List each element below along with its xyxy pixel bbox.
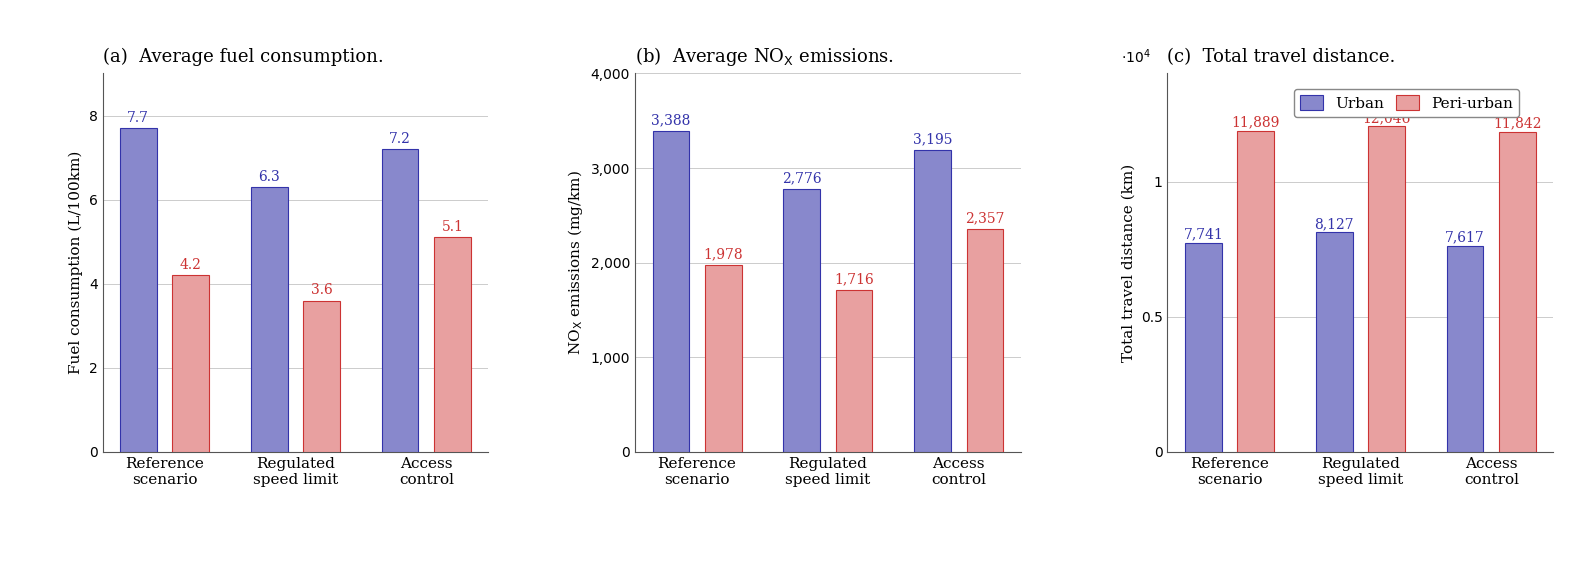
- Bar: [653, 132, 689, 452]
- Bar: [1446, 246, 1484, 452]
- Legend: Urban, Peri-urban: Urban, Peri-urban: [1295, 89, 1520, 117]
- Text: 7.2: 7.2: [390, 132, 412, 146]
- Bar: [251, 187, 287, 452]
- Text: 2,776: 2,776: [782, 172, 822, 185]
- Text: 3.6: 3.6: [311, 283, 333, 297]
- Bar: [172, 275, 210, 452]
- Bar: [967, 229, 1003, 452]
- Bar: [303, 301, 341, 452]
- Text: 1,716: 1,716: [834, 272, 874, 286]
- Text: 11,842: 11,842: [1493, 116, 1542, 131]
- Text: 11,889: 11,889: [1232, 115, 1281, 129]
- Text: 7.7: 7.7: [128, 111, 150, 125]
- Bar: [434, 237, 472, 452]
- Text: 5.1: 5.1: [442, 220, 464, 234]
- Text: 1,978: 1,978: [703, 247, 743, 261]
- Text: 7,617: 7,617: [1445, 231, 1486, 245]
- Text: 3,388: 3,388: [651, 114, 691, 128]
- Text: 4.2: 4.2: [180, 258, 202, 272]
- Bar: [1238, 131, 1274, 452]
- Bar: [1315, 232, 1353, 452]
- Text: 7,741: 7,741: [1183, 227, 1224, 241]
- Bar: [784, 189, 820, 452]
- Bar: [915, 150, 951, 452]
- Bar: [836, 290, 872, 452]
- Y-axis label: Fuel consumption (L/100km): Fuel consumption (L/100km): [69, 151, 84, 375]
- Bar: [1369, 127, 1405, 452]
- Bar: [120, 128, 156, 452]
- Bar: [1184, 243, 1222, 452]
- Text: 2,357: 2,357: [965, 211, 1005, 225]
- Y-axis label: Total travel distance (km): Total travel distance (km): [1121, 164, 1135, 362]
- Text: (c)  Total travel distance.: (c) Total travel distance.: [1167, 49, 1396, 66]
- Text: $\cdot 10^4$: $\cdot 10^4$: [1121, 47, 1151, 66]
- Text: 6.3: 6.3: [259, 170, 281, 184]
- Bar: [1500, 132, 1536, 452]
- Text: (a)  Average fuel consumption.: (a) Average fuel consumption.: [103, 48, 383, 66]
- Text: 3,195: 3,195: [913, 132, 953, 146]
- Bar: [382, 149, 418, 452]
- Bar: [705, 265, 741, 452]
- Text: (b)  Average NO$_\mathrm{X}$ emissions.: (b) Average NO$_\mathrm{X}$ emissions.: [636, 45, 894, 68]
- Text: 8,127: 8,127: [1314, 217, 1355, 231]
- Y-axis label: NO$_\mathrm{X}$ emissions (mg/km): NO$_\mathrm{X}$ emissions (mg/km): [566, 170, 585, 355]
- Text: 12,046: 12,046: [1363, 111, 1411, 125]
